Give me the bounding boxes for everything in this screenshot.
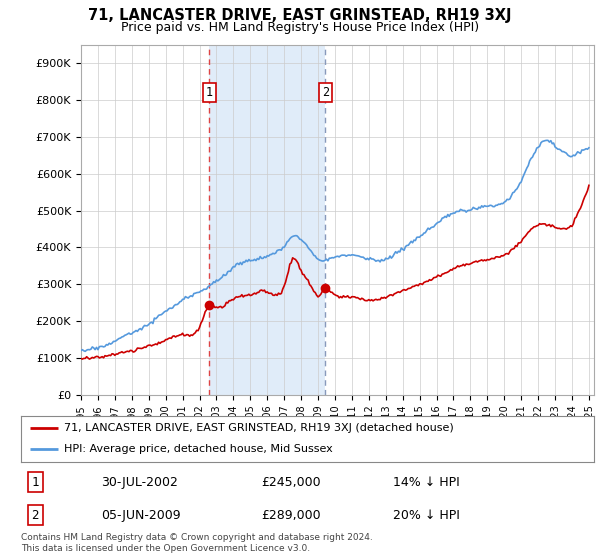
Text: Contains HM Land Registry data © Crown copyright and database right 2024.
This d: Contains HM Land Registry data © Crown c… [21, 533, 373, 553]
Text: 1: 1 [206, 86, 213, 99]
Text: 71, LANCASTER DRIVE, EAST GRINSTEAD, RH19 3XJ: 71, LANCASTER DRIVE, EAST GRINSTEAD, RH1… [88, 8, 512, 24]
Text: 05-JUN-2009: 05-JUN-2009 [101, 508, 181, 521]
Text: 71, LANCASTER DRIVE, EAST GRINSTEAD, RH19 3XJ (detached house): 71, LANCASTER DRIVE, EAST GRINSTEAD, RH1… [64, 423, 454, 433]
Text: 20% ↓ HPI: 20% ↓ HPI [394, 508, 460, 521]
Text: £245,000: £245,000 [262, 475, 321, 489]
Text: 1: 1 [32, 475, 39, 489]
Text: 30-JUL-2002: 30-JUL-2002 [101, 475, 178, 489]
Text: £289,000: £289,000 [262, 508, 321, 521]
Text: 2: 2 [322, 86, 329, 99]
Text: Price paid vs. HM Land Registry's House Price Index (HPI): Price paid vs. HM Land Registry's House … [121, 21, 479, 34]
Text: 2: 2 [32, 508, 39, 521]
Text: HPI: Average price, detached house, Mid Sussex: HPI: Average price, detached house, Mid … [64, 445, 333, 455]
Bar [209, 45, 325, 395]
Text: 14% ↓ HPI: 14% ↓ HPI [394, 475, 460, 489]
